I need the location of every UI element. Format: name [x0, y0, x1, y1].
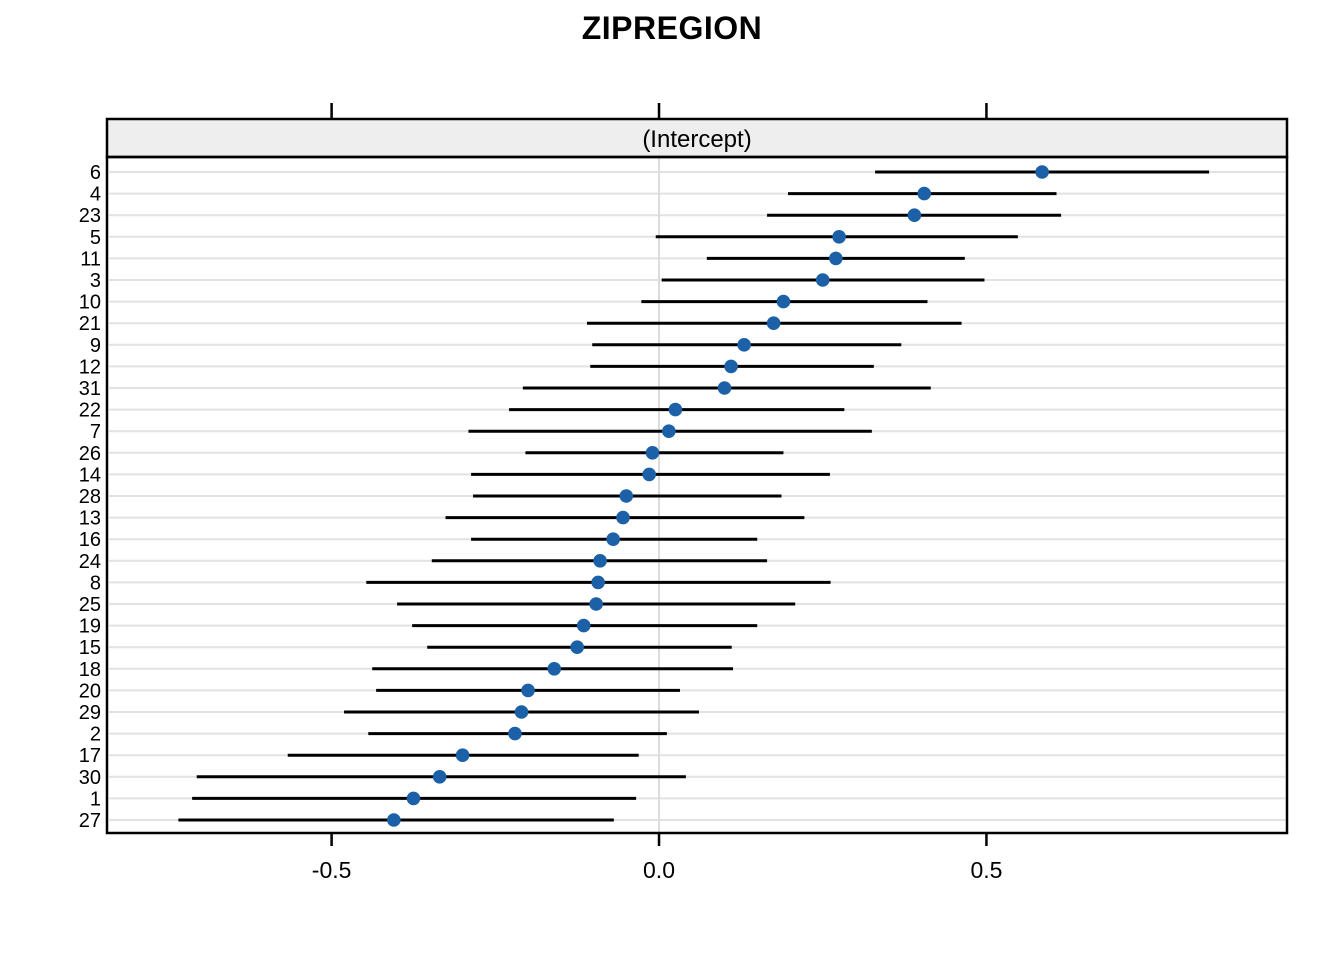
- point-marker: [662, 424, 676, 439]
- point-marker: [593, 554, 607, 568]
- point-marker: [668, 402, 683, 417]
- y-tick-label: 5: [90, 227, 101, 249]
- point-marker: [508, 726, 522, 741]
- strip-label: (Intercept): [642, 126, 751, 153]
- y-tick-label: 12: [79, 356, 101, 378]
- y-tick-label: 1: [90, 788, 101, 810]
- point-marker: [406, 791, 421, 806]
- point-marker: [717, 381, 732, 395]
- point-marker: [387, 813, 401, 827]
- point-marker: [1035, 165, 1049, 179]
- y-tick-label: 7: [90, 421, 101, 443]
- point-marker: [917, 186, 932, 201]
- y-tick-label: 18: [79, 659, 101, 681]
- point-marker: [455, 748, 470, 762]
- y-tick-label: 19: [79, 616, 101, 638]
- y-tick-label: 23: [79, 205, 101, 227]
- y-tick-label: 4: [90, 184, 101, 206]
- y-tick-label: 22: [79, 400, 101, 422]
- y-tick-label: 3: [90, 270, 101, 292]
- point-marker: [776, 294, 791, 309]
- point-marker: [547, 662, 562, 676]
- y-tick-label: 24: [79, 551, 101, 573]
- y-tick-label: 28: [79, 486, 101, 508]
- y-tick-label: 17: [79, 745, 101, 767]
- x-tick-label: -0.5: [312, 857, 352, 883]
- y-tick-label: 25: [79, 594, 101, 616]
- y-tick-label: 30: [79, 767, 101, 789]
- x-tick-label: 0.0: [643, 857, 675, 883]
- point-marker: [829, 251, 843, 266]
- strip-band: [105, 117, 1289, 159]
- point-marker: [724, 359, 738, 374]
- point-marker: [576, 618, 591, 633]
- point-marker: [616, 510, 630, 525]
- y-tick-label: 11: [80, 248, 101, 270]
- point-marker: [591, 575, 605, 590]
- point-marker: [521, 683, 535, 698]
- point-marker: [570, 640, 584, 654]
- point-marker: [737, 338, 751, 352]
- y-tick-label: 16: [79, 529, 101, 551]
- point-marker: [619, 489, 634, 503]
- point-marker: [832, 230, 846, 244]
- y-tick-label: 9: [90, 335, 101, 357]
- y-tick-label: 20: [79, 680, 101, 702]
- point-marker: [432, 770, 447, 784]
- point-marker: [514, 705, 529, 719]
- point-marker: [815, 273, 830, 287]
- y-tick-label: 10: [79, 292, 101, 314]
- chart-title: ZIPREGION: [581, 10, 763, 46]
- y-tick-label: 8: [90, 572, 101, 594]
- point-marker: [645, 446, 660, 460]
- y-tick-label: 14: [79, 464, 101, 486]
- point-marker: [907, 208, 922, 222]
- y-tick-label: 29: [79, 702, 101, 724]
- y-tick-label: 6: [90, 162, 101, 184]
- y-tick-label: 31: [79, 378, 101, 400]
- point-marker: [606, 532, 620, 546]
- y-tick-label: 2: [90, 724, 101, 746]
- point-marker: [766, 316, 781, 331]
- x-tick-label: 0.5: [970, 857, 1002, 883]
- y-tick-label: 21: [79, 313, 101, 335]
- panel-border: [105, 155, 1289, 835]
- y-tick-label: 13: [79, 508, 101, 530]
- y-tick-label: 15: [79, 637, 101, 659]
- point-marker: [642, 467, 656, 482]
- y-tick-label: 26: [79, 443, 101, 465]
- point-marker: [589, 597, 603, 611]
- y-tick-label: 27: [79, 810, 101, 832]
